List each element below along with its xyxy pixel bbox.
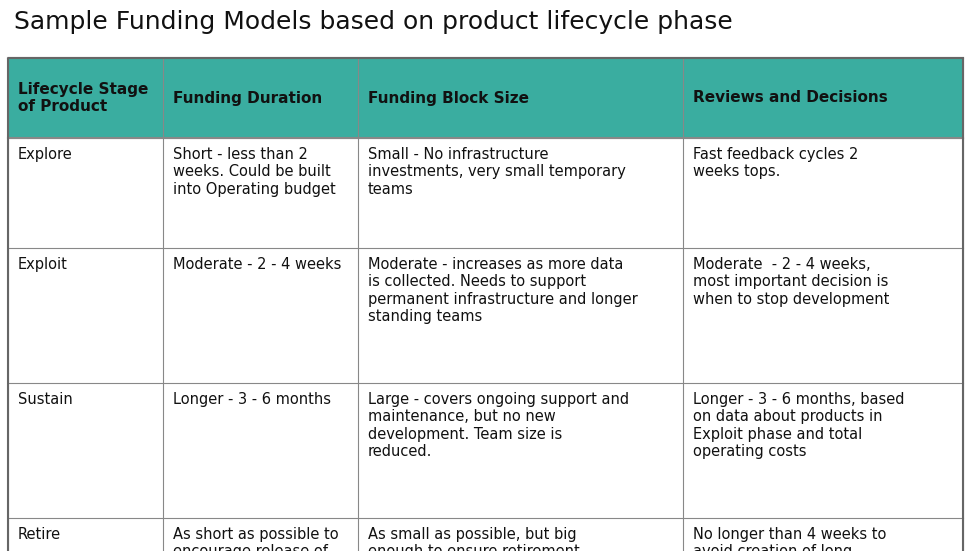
Text: Moderate  - 2 - 4 weeks,
most important decision is
when to stop development: Moderate - 2 - 4 weeks, most important d… <box>693 257 889 307</box>
Text: Retire: Retire <box>18 527 61 542</box>
Text: Funding Duration: Funding Duration <box>173 90 322 105</box>
Text: As short as possible to
encourage release of
resources for new
products: As short as possible to encourage releas… <box>173 527 339 551</box>
Text: Fast feedback cycles 2
weeks tops.: Fast feedback cycles 2 weeks tops. <box>693 147 858 180</box>
Bar <box>683 58 963 138</box>
Bar <box>358 383 683 518</box>
Text: Moderate - increases as more data
is collected. Needs to support
permanent infra: Moderate - increases as more data is col… <box>368 257 637 324</box>
Bar <box>163 58 358 138</box>
Text: Sample Funding Models based on product lifecycle phase: Sample Funding Models based on product l… <box>14 10 733 34</box>
Text: As small as possible, but big
enough to ensure retirement
happens soon and witho: As small as possible, but big enough to … <box>368 527 610 551</box>
Text: Large - covers ongoing support and
maintenance, but no new
development. Team siz: Large - covers ongoing support and maint… <box>368 392 630 459</box>
Text: Longer - 3 - 6 months, based
on data about products in
Exploit phase and total
o: Longer - 3 - 6 months, based on data abo… <box>693 392 905 459</box>
Text: Lifecycle Stage
of Product: Lifecycle Stage of Product <box>18 82 148 114</box>
Text: Explore: Explore <box>18 147 73 162</box>
Text: Reviews and Decisions: Reviews and Decisions <box>693 90 887 105</box>
Bar <box>683 518 963 551</box>
Bar <box>163 518 358 551</box>
Bar <box>8 248 163 383</box>
Text: Sustain: Sustain <box>18 392 73 407</box>
Bar <box>163 138 358 248</box>
Bar <box>683 138 963 248</box>
Bar <box>358 518 683 551</box>
Bar <box>358 58 683 138</box>
Text: Exploit: Exploit <box>18 257 68 272</box>
Text: Small - No infrastructure
investments, very small temporary
teams: Small - No infrastructure investments, v… <box>368 147 626 197</box>
Text: Moderate - 2 - 4 weeks: Moderate - 2 - 4 weeks <box>173 257 342 272</box>
Bar <box>163 248 358 383</box>
Bar <box>358 248 683 383</box>
Bar <box>358 138 683 248</box>
Text: Funding Block Size: Funding Block Size <box>368 90 529 105</box>
Bar <box>8 518 163 551</box>
Text: Short - less than 2
weeks. Could be built
into Operating budget: Short - less than 2 weeks. Could be buil… <box>173 147 336 197</box>
Text: No longer than 4 weeks to
avoid creation of long
standing legacy that creates
ad: No longer than 4 weeks to avoid creation… <box>693 527 903 551</box>
Bar <box>8 138 163 248</box>
Bar <box>8 383 163 518</box>
Bar <box>683 383 963 518</box>
Bar <box>683 248 963 383</box>
Bar <box>8 58 163 138</box>
Text: Longer - 3 - 6 months: Longer - 3 - 6 months <box>173 392 331 407</box>
Bar <box>163 383 358 518</box>
